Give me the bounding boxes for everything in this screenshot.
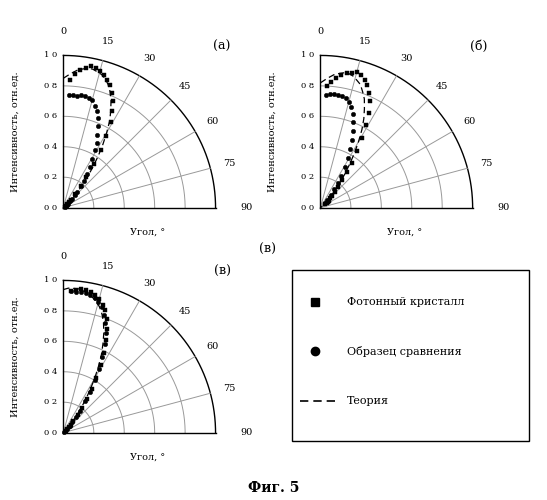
Text: 0 6: 0 6: [44, 338, 57, 345]
Text: 0 8: 0 8: [44, 82, 57, 90]
Text: (б): (б): [470, 40, 488, 53]
Text: 75: 75: [223, 158, 236, 168]
Text: 15: 15: [102, 262, 114, 271]
Text: 60: 60: [206, 117, 218, 126]
Text: 90: 90: [240, 428, 252, 437]
Text: 45: 45: [179, 82, 191, 90]
Text: 0 0: 0 0: [44, 428, 57, 436]
Text: 0 8: 0 8: [44, 307, 57, 315]
Text: (а): (а): [213, 40, 231, 53]
Text: 60: 60: [463, 117, 475, 126]
Text: Фиг. 5: Фиг. 5: [248, 481, 299, 495]
Text: 75: 75: [480, 158, 493, 168]
Text: 15: 15: [359, 37, 371, 46]
Text: Теория: Теория: [347, 396, 389, 406]
Text: Образец сравнения: Образец сравнения: [347, 346, 462, 356]
Text: (в): (в): [259, 243, 276, 256]
Text: 0: 0: [317, 26, 323, 36]
Text: Интенсивность, отн.ед.: Интенсивность, отн.ед.: [267, 71, 276, 192]
Text: 45: 45: [436, 82, 448, 90]
Text: 15: 15: [102, 37, 114, 46]
Text: (в): (в): [214, 265, 231, 278]
Text: 60: 60: [206, 342, 218, 351]
Text: Угол, °: Угол, °: [387, 228, 422, 236]
Text: Интенсивность, отн.ед.: Интенсивность, отн.ед.: [10, 71, 19, 192]
Text: 1 0: 1 0: [301, 52, 315, 60]
Text: 0 6: 0 6: [301, 112, 315, 120]
Text: 0 4: 0 4: [44, 368, 57, 376]
Text: 0 8: 0 8: [301, 82, 315, 90]
Text: 75: 75: [223, 384, 236, 392]
Text: 0 2: 0 2: [44, 173, 57, 181]
Text: 0 0: 0 0: [44, 204, 57, 212]
Text: 0: 0: [60, 26, 66, 36]
Text: Угол, °: Угол, °: [130, 452, 165, 462]
Text: 0 0: 0 0: [301, 204, 315, 212]
Text: Угол, °: Угол, °: [130, 228, 165, 236]
Text: Фотонный кристалл: Фотонный кристалл: [347, 297, 465, 307]
Text: 0 2: 0 2: [44, 398, 57, 406]
Text: 0 4: 0 4: [301, 142, 315, 150]
Text: 0 6: 0 6: [44, 112, 57, 120]
Text: 30: 30: [143, 279, 155, 288]
Text: 0 4: 0 4: [44, 142, 57, 150]
Text: 90: 90: [497, 203, 509, 212]
Text: 0: 0: [60, 252, 66, 260]
Text: 1 0: 1 0: [44, 276, 57, 284]
Text: 90: 90: [240, 203, 252, 212]
Text: 45: 45: [179, 306, 191, 316]
Text: 0 2: 0 2: [301, 173, 315, 181]
Text: 30: 30: [143, 54, 155, 63]
Text: 30: 30: [400, 54, 412, 63]
Text: Интенсивность, отн.ед.: Интенсивность, отн.ед.: [10, 296, 19, 417]
Text: 1 0: 1 0: [44, 52, 57, 60]
